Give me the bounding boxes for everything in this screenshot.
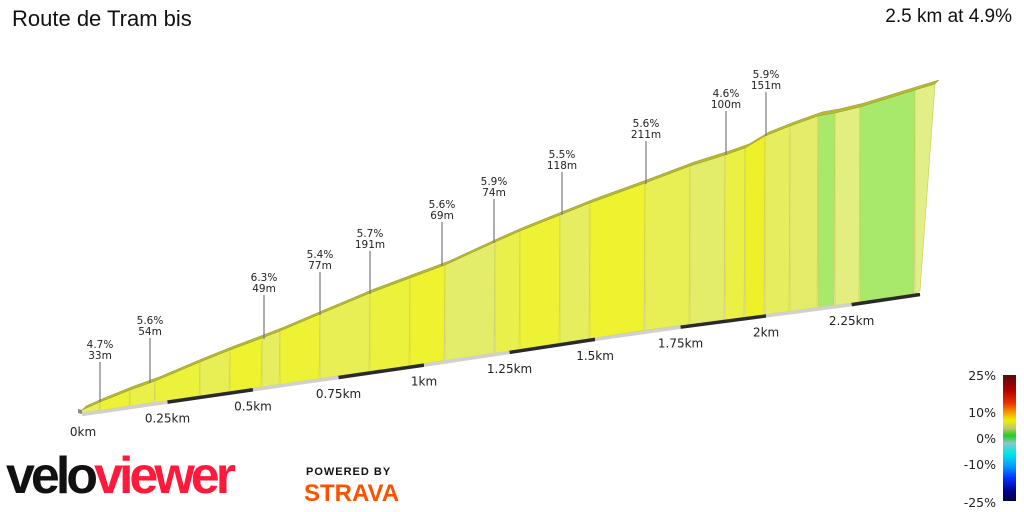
x-tick-label: 2.25km (829, 314, 874, 328)
segment-gradient-label: 5.9% (481, 176, 508, 188)
profile-segment (261, 330, 281, 388)
profile-segment (409, 264, 446, 366)
segment-length-label: 191m (355, 239, 385, 251)
segment-length-label: 49m (252, 283, 276, 295)
profile-segment (279, 313, 321, 385)
profile-segment (744, 135, 766, 318)
segment-length-label: 33m (88, 350, 112, 362)
segment-gradient-label: 5.7% (357, 228, 384, 240)
profile-segment (789, 115, 819, 312)
profile-segment (199, 349, 231, 397)
profile-segment (914, 83, 936, 295)
profile-segment (817, 112, 836, 308)
profile-segment (154, 361, 201, 403)
axis-stripe (509, 337, 596, 355)
profile-segment (689, 154, 726, 325)
profile-fill (81, 83, 936, 414)
profile-segment (724, 147, 746, 321)
segment-gradient-label: 4.6% (713, 88, 740, 100)
axis-stripe (765, 302, 852, 318)
profile-segment (859, 89, 916, 303)
axis-stripe (252, 375, 339, 392)
segment-length-label: 118m (547, 160, 577, 172)
segment-length-label: 54m (138, 326, 162, 338)
legend-label-10: 10% (968, 405, 996, 420)
segment-gradient-label: 4.7% (87, 339, 114, 351)
logo-velo: velo (6, 447, 98, 505)
segment-gradient-label: 5.5% (549, 149, 576, 161)
axis-stripe (167, 388, 254, 404)
axis-stripe (594, 325, 681, 342)
profile-segment (834, 106, 861, 306)
x-tick-label: 1.5km (576, 349, 614, 363)
profile-segment (494, 230, 521, 354)
climb-title: Route de Tram bis (12, 6, 192, 31)
segment-gradient-label: 5.4% (307, 249, 334, 261)
x-tick-label: 2km (753, 325, 779, 339)
x-tick-label: 0.5km (234, 399, 272, 413)
profile-segment (589, 182, 646, 339)
logo-viewer: viewer (94, 447, 236, 505)
segment-gradient-label: 5.6% (137, 315, 164, 327)
legend-label-0: 0% (976, 431, 996, 446)
distance-axis: 0km 0.25km 0.5km 0.75km 1km 1.25km 1.5km 1.75km… (70, 292, 921, 439)
segment-gradient-label: 6.3% (251, 272, 278, 284)
profile-segment (644, 165, 691, 331)
axis-stripe (338, 363, 425, 380)
segment-length-label: 151m (751, 80, 781, 92)
x-tick-label: 0.75km (316, 387, 361, 401)
axis-stripe (851, 292, 921, 307)
segment-gradient-label: 5.6% (429, 199, 456, 211)
gradient-color-scale (1003, 375, 1016, 501)
axis-stripe (680, 314, 767, 329)
profile-segment (319, 292, 371, 379)
profile-segment (559, 202, 591, 344)
axis-stripe (81, 400, 168, 417)
segment-length-label: 211m (631, 129, 661, 141)
x-tick-label: 1.25km (487, 362, 532, 376)
profile-segment (764, 125, 791, 315)
x-tick-label: 0.25km (145, 412, 190, 426)
segment-gradient-label: 5.6% (633, 118, 660, 130)
legend-label-25: 25% (968, 368, 996, 383)
profile-start-cap (78, 409, 82, 414)
profile-segment (519, 214, 561, 350)
veloviewer-logo[interactable]: veloviewer (6, 447, 236, 505)
x-tick-label: 1.75km (658, 337, 703, 351)
strava-logo[interactable]: STRAVA (304, 480, 400, 507)
climb-summary: 2.5 km at 4.9% (885, 6, 1012, 27)
legend-label-neg25: -25% (963, 495, 996, 510)
segment-gradient-label: 5.9% (753, 69, 780, 81)
segment-length-label: 77m (308, 260, 332, 272)
axis-stripe (423, 350, 510, 367)
segment-length-label: 74m (482, 187, 506, 199)
legend-label-neg10: -10% (963, 457, 996, 472)
segment-length-label: 100m (711, 99, 741, 111)
x-tick-label: 1km (411, 375, 437, 389)
segment-labels: 4.7%33m5.6%54m6.3%49m5.4%77m5.7%191m5.6%… (87, 69, 781, 402)
x-tick-label: 0km (70, 425, 96, 439)
profile-segment (369, 277, 411, 372)
powered-by-label: POWERED BY (306, 466, 392, 478)
segment-length-label: 69m (430, 210, 454, 222)
